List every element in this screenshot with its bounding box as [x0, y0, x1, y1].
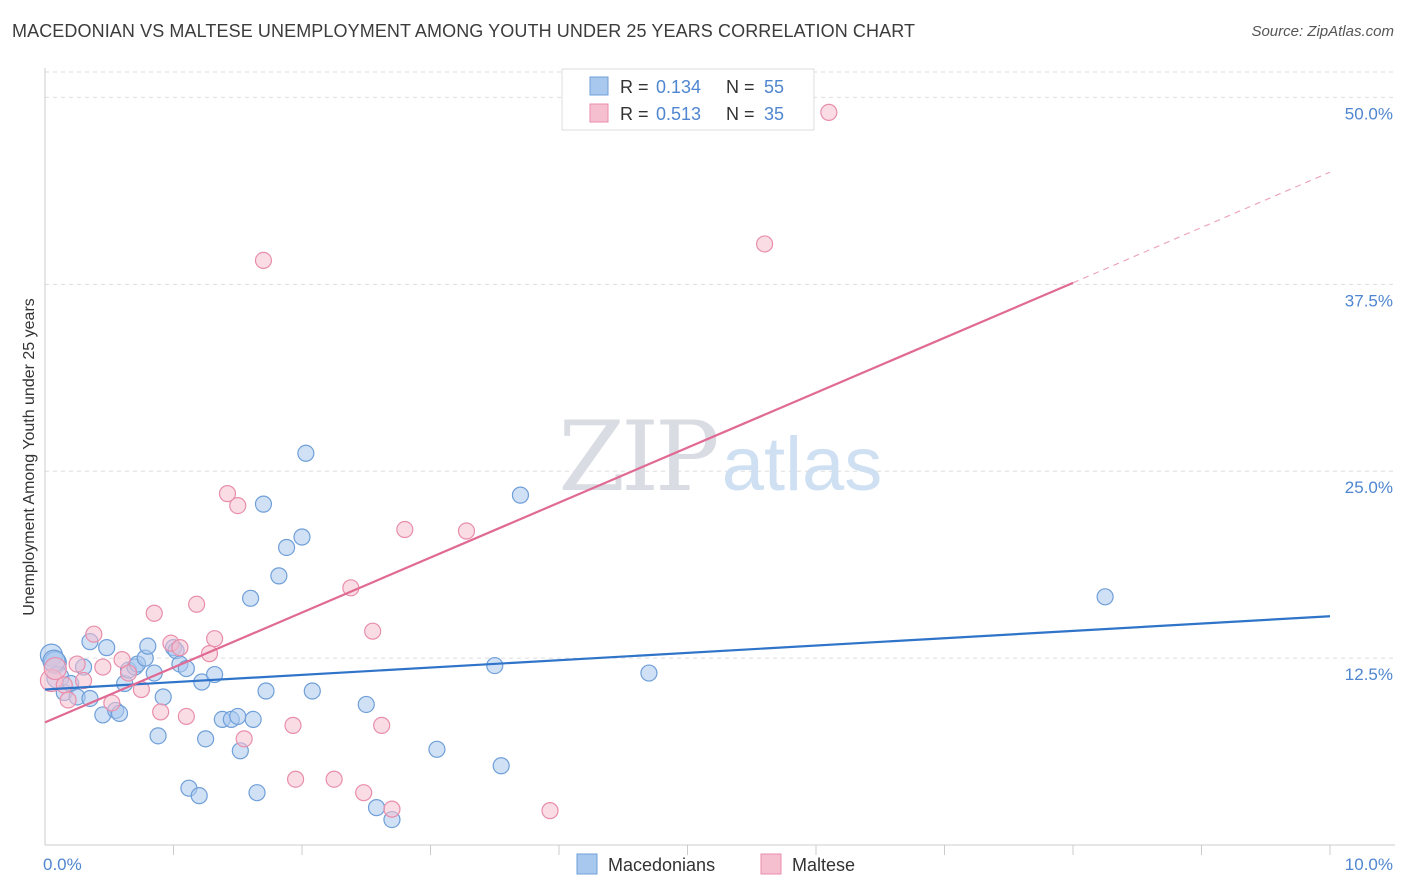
macedonians-point	[367, 799, 386, 817]
stats-legend-swatch-1	[589, 103, 609, 123]
macedonians-point	[303, 682, 321, 700]
maltese-trend-line	[44, 281, 1074, 724]
maltese-point	[457, 522, 476, 540]
stats-legend: R = 0.134 N = 55 R = 0.513 N = 35	[561, 68, 815, 131]
bottom-legend-label-1: Maltese	[792, 855, 855, 875]
macedonians-point	[190, 787, 208, 805]
maltese-point	[218, 485, 237, 503]
stats-r-label-1: R =	[620, 104, 649, 124]
macedonians-point	[248, 784, 266, 802]
macedonians-point	[270, 567, 288, 585]
bottom-legend: Macedonians Maltese	[576, 853, 855, 875]
macedonians-trend-line	[44, 615, 1331, 691]
macedonians-point	[242, 589, 260, 607]
macedonians-point	[257, 682, 275, 700]
macedonians-point	[254, 495, 273, 513]
y-tick-label-2: 37.5%	[1345, 291, 1393, 310]
stats-n-label-1: N =	[726, 104, 755, 124]
axis-layer	[44, 68, 1395, 855]
macedonians-point	[486, 656, 504, 675]
stats-legend-swatch-0	[589, 76, 609, 96]
maltese-point	[364, 622, 382, 640]
stats-r-value-1: 0.513	[656, 104, 701, 124]
y-tick-label-0: 12.5%	[1345, 665, 1393, 684]
macedonians-point	[244, 710, 262, 729]
macedonians-point	[98, 639, 116, 657]
grid-layer	[45, 71, 1395, 659]
tick-labels: 12.5% 25.0% 37.5% 50.0% 0.0% 10.0%	[43, 104, 1393, 874]
y-axis-label: Unemployment Among Youth under 25 years	[21, 298, 38, 616]
maltese-point	[325, 770, 343, 788]
points-layer	[39, 103, 1114, 829]
macedonians-point	[139, 637, 157, 655]
macedonians-point	[511, 486, 530, 504]
macedonians-point	[428, 740, 446, 758]
maltese-point	[235, 730, 253, 748]
chart-source: Source: ZipAtlas.com	[1251, 23, 1394, 40]
maltese-point	[74, 671, 93, 690]
macedonians-point	[297, 444, 315, 462]
maltese-point	[284, 716, 302, 734]
y-tick-label-3: 50.0%	[1345, 104, 1393, 123]
stats-r-value-0: 0.134	[656, 77, 701, 97]
maltese-point	[43, 656, 67, 681]
macedonians-point	[277, 538, 296, 557]
maltese-point	[373, 716, 391, 734]
bottom-legend-swatch-1	[760, 853, 782, 875]
macedonians-point	[492, 757, 510, 775]
watermark-atlas: atlas	[722, 422, 883, 507]
maltese-point	[383, 800, 401, 818]
stats-n-value-0: 55	[764, 77, 784, 97]
macedonians-point	[357, 695, 375, 714]
maltese-point	[541, 802, 559, 820]
maltese-point	[177, 707, 195, 726]
maltese-point	[59, 691, 77, 709]
maltese-point	[286, 770, 305, 788]
macedonians-point	[197, 730, 215, 748]
maltese-point	[188, 595, 206, 613]
x-tick-label-0: 0.0%	[43, 855, 82, 874]
y-tick-label-1: 25.0%	[1345, 478, 1393, 497]
stats-n-label-0: N =	[726, 77, 755, 97]
trend-layer	[44, 171, 1331, 724]
maltese-point	[396, 520, 414, 539]
maltese-point	[755, 235, 774, 253]
maltese-point	[119, 664, 138, 682]
maltese-point	[152, 703, 170, 721]
bottom-legend-label-0: Macedonians	[608, 855, 715, 875]
maltese-point	[68, 655, 86, 673]
maltese-point	[85, 625, 103, 643]
maltese-trend-extension	[1072, 171, 1331, 284]
maltese-point	[254, 251, 273, 269]
macedonians-point	[293, 528, 311, 546]
maltese-point	[94, 658, 112, 676]
maltese-point	[55, 676, 73, 694]
macedonians-point	[154, 688, 172, 706]
maltese-point	[145, 604, 163, 622]
watermark: ZIP atlas	[558, 401, 882, 513]
maltese-point	[206, 630, 224, 648]
stats-r-label-0: R =	[620, 77, 649, 97]
maltese-point	[171, 639, 189, 657]
macedonians-point	[640, 664, 658, 682]
maltese-point	[820, 103, 838, 121]
x-tick-label-1: 10.0%	[1345, 855, 1393, 874]
watermark-zip: ZIP	[558, 401, 717, 513]
macedonians-point	[149, 727, 167, 745]
macedonians-point	[229, 707, 247, 726]
maltese-point	[229, 497, 247, 515]
maltese-point	[355, 784, 373, 802]
macedonians-point	[1096, 588, 1114, 606]
stats-n-value-1: 35	[764, 104, 784, 124]
bottom-legend-swatch-0	[576, 853, 598, 875]
chart-title: MACEDONIAN VS MALTESE UNEMPLOYMENT AMONG…	[12, 21, 916, 41]
